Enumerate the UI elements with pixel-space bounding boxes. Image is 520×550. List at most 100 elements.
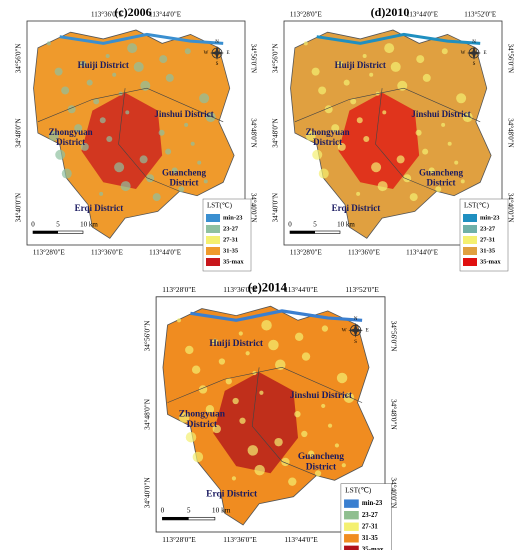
land-patch	[435, 186, 442, 193]
district-boundary	[118, 88, 180, 192]
legend-title: LST(℃)	[207, 202, 233, 210]
land-patch	[171, 167, 178, 174]
district-label: Erqi District	[332, 203, 381, 213]
land-patch	[192, 451, 204, 463]
lat-tick-label: 34°56'0"N	[249, 44, 257, 73]
land-patch	[305, 130, 316, 141]
legend-swatch	[206, 236, 220, 244]
land-patch	[218, 358, 226, 365]
land-patch	[341, 463, 346, 468]
land-patch	[294, 332, 304, 341]
compass-letter: W	[342, 328, 347, 334]
lat-tick-label: 34°56'0"N	[142, 320, 151, 352]
land-patch	[259, 390, 264, 395]
land-patch	[261, 320, 272, 331]
land-patch	[337, 142, 346, 151]
district-boundary	[375, 88, 437, 192]
scale-label: 5	[313, 221, 317, 229]
urban-core	[213, 372, 299, 474]
land-patch	[462, 112, 473, 123]
land-patch	[231, 476, 237, 481]
land-patch	[301, 430, 308, 438]
land-patch	[197, 160, 202, 165]
land-patch	[331, 124, 340, 133]
land-patch	[238, 331, 243, 336]
land-patch	[105, 53, 110, 58]
land-patch	[350, 98, 357, 105]
district-label: Jinshui District	[411, 109, 470, 119]
scale-label: 0	[288, 221, 292, 229]
land-patch	[369, 72, 374, 77]
district-label: Zhongyuan	[179, 410, 226, 420]
district-label: Zhongyuan	[306, 127, 350, 137]
district-label: Guancheng	[298, 452, 344, 462]
land-patch	[321, 325, 329, 332]
compass-letter: N	[215, 40, 219, 45]
lat-tick-label: 34°40'0"N	[390, 477, 399, 509]
land-patch	[159, 55, 168, 64]
land-patch	[99, 117, 106, 124]
lat-tick-label: 34°56'0"N	[390, 321, 399, 353]
urban-core	[338, 92, 420, 189]
lon-tick-label: 113°36'0"E	[91, 11, 123, 19]
land-patch	[327, 423, 333, 428]
land-patch	[239, 417, 246, 424]
compass-star	[467, 46, 481, 60]
scale-bar-fill	[290, 231, 315, 234]
compass-letter: W	[204, 51, 209, 56]
lon-tick-label: 113°28'0"E	[290, 249, 322, 257]
lon-tick-label: 113°28'0"E	[33, 249, 65, 257]
lat-tick-label: 34°40'0"N	[506, 193, 514, 222]
land-patch	[199, 93, 210, 104]
compass-letter: N	[472, 40, 476, 45]
land-patch	[158, 129, 165, 136]
land-patch	[99, 191, 104, 196]
land-patch	[301, 352, 311, 361]
lat-tick-label: 34°48'0"N	[272, 118, 280, 147]
map-frame	[26, 20, 246, 246]
land-patch	[377, 181, 388, 192]
land-patch	[254, 464, 265, 476]
lat-tick-label: 34°48'0"N	[249, 118, 257, 147]
scale-label: 0	[161, 506, 165, 515]
district-label: District	[426, 177, 455, 187]
compass-letter: E	[226, 51, 229, 56]
land-patch	[356, 117, 363, 124]
district-label: Zhongyuan	[49, 127, 93, 137]
scale-bar-fill	[33, 231, 58, 234]
lon-tick-label: 113°36'0"E	[223, 285, 257, 294]
panel-title: (d)2010	[371, 5, 410, 19]
land-patch	[415, 129, 422, 136]
district-label: Huiji District	[209, 339, 264, 349]
district-label: District	[306, 462, 337, 472]
compass-letter: E	[483, 51, 486, 56]
scale-label: 0	[31, 221, 35, 229]
land-patch	[190, 141, 195, 146]
river	[59, 32, 224, 45]
scale-label: 10 km	[212, 506, 231, 515]
map-panel: (d)2010 113°28'0"E 113°44'0"E 113°52'0"E 113…	[272, 5, 514, 272]
legend-label: 35-max	[223, 258, 244, 265]
district-label: Jinshui District	[154, 109, 213, 119]
lon-tick-label: 113°52'0"E	[464, 11, 496, 19]
scale-bar-fill	[162, 517, 189, 520]
lon-tick-label: 113°36'0"E	[91, 249, 123, 257]
compass-letter: N	[354, 316, 358, 322]
lon-tick-label: 113°28'0"E	[162, 285, 196, 294]
land-patch	[447, 141, 452, 146]
land-patch	[334, 443, 340, 448]
land-patch	[112, 72, 117, 77]
land-patch	[165, 73, 174, 82]
legend-swatch	[463, 225, 477, 233]
land-patch	[396, 155, 405, 164]
land-patch	[211, 338, 219, 345]
land-patch	[127, 43, 138, 54]
lon-tick-label: 113°36'0"E	[348, 249, 380, 257]
district-label: Jinshui District	[290, 391, 353, 401]
district-boundary	[294, 87, 481, 123]
land-patch	[294, 411, 301, 418]
land-patch	[390, 61, 401, 72]
scale-label: 10 km	[80, 221, 98, 229]
lon-tick-label: 113°44'0"E	[284, 535, 318, 544]
lat-tick-label: 34°40'0"N	[15, 193, 23, 222]
